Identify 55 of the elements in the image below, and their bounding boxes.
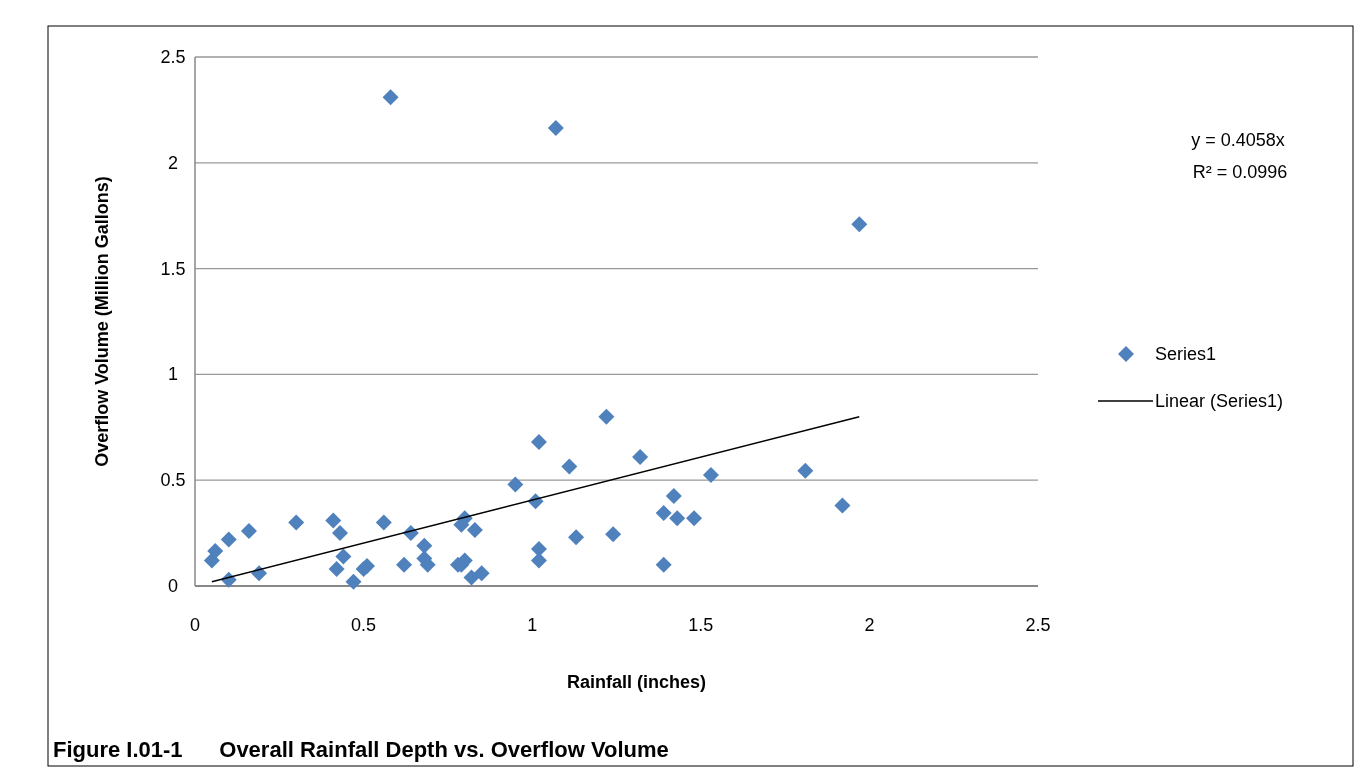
point: [530, 434, 547, 451]
point: [834, 497, 851, 514]
x-tick-label: 1.5: [688, 615, 714, 635]
point: [797, 462, 814, 479]
x-tick-label: 2.5: [1025, 615, 1051, 635]
x-tick-label: 0.5: [351, 615, 377, 635]
point: [466, 521, 483, 538]
point: [561, 458, 578, 475]
y-tick-label: 1.5: [160, 258, 186, 279]
point: [605, 526, 622, 543]
x-tick-label: 0: [189, 615, 201, 635]
point: [598, 408, 615, 425]
point: [325, 512, 342, 529]
point: [655, 505, 672, 521]
point: [655, 556, 672, 573]
point: [463, 569, 480, 586]
point: [851, 216, 868, 233]
point: [375, 514, 392, 531]
point: [207, 543, 224, 560]
point: [396, 556, 413, 573]
x-tick-label: 1: [527, 615, 538, 635]
y-axis-title: Overflow Volume (Million Gallons): [92, 176, 112, 467]
point: [686, 510, 703, 527]
point: [382, 89, 399, 106]
point: [345, 573, 362, 590]
y-tick-label: 1: [167, 364, 179, 385]
point: [335, 548, 352, 565]
point: [416, 537, 433, 554]
point: [702, 466, 719, 483]
text: R² = 0.0996: [1192, 162, 1288, 182]
point: [328, 561, 345, 578]
point: [288, 514, 305, 531]
legend-label: Series1: [1155, 344, 1217, 364]
point: [530, 552, 547, 569]
point: [332, 525, 348, 542]
point: [632, 448, 649, 465]
y-tick-label: 0: [167, 576, 179, 596]
point: [669, 510, 686, 527]
point: [665, 488, 682, 505]
point: [473, 565, 490, 582]
text: y = 0.4058x: [1191, 130, 1285, 150]
point: [240, 522, 257, 539]
point: [547, 119, 564, 136]
x-axis-title: Rainfall (inches): [566, 672, 707, 692]
point: [358, 557, 375, 574]
point: [568, 529, 585, 546]
point: [220, 531, 237, 548]
y-tick-label: 0.5: [160, 470, 186, 491]
text: Figure I.01-1 Overall Rainfall Depth vs. Overflow Volume: [53, 737, 669, 762]
y-tick-label: 2: [167, 152, 179, 173]
legend-label: Linear (Series1): [1155, 391, 1284, 411]
x-tick-label: 2: [864, 615, 875, 635]
point: [530, 540, 547, 557]
point: [507, 476, 524, 493]
y-tick-label: 2.5: [160, 47, 186, 67]
